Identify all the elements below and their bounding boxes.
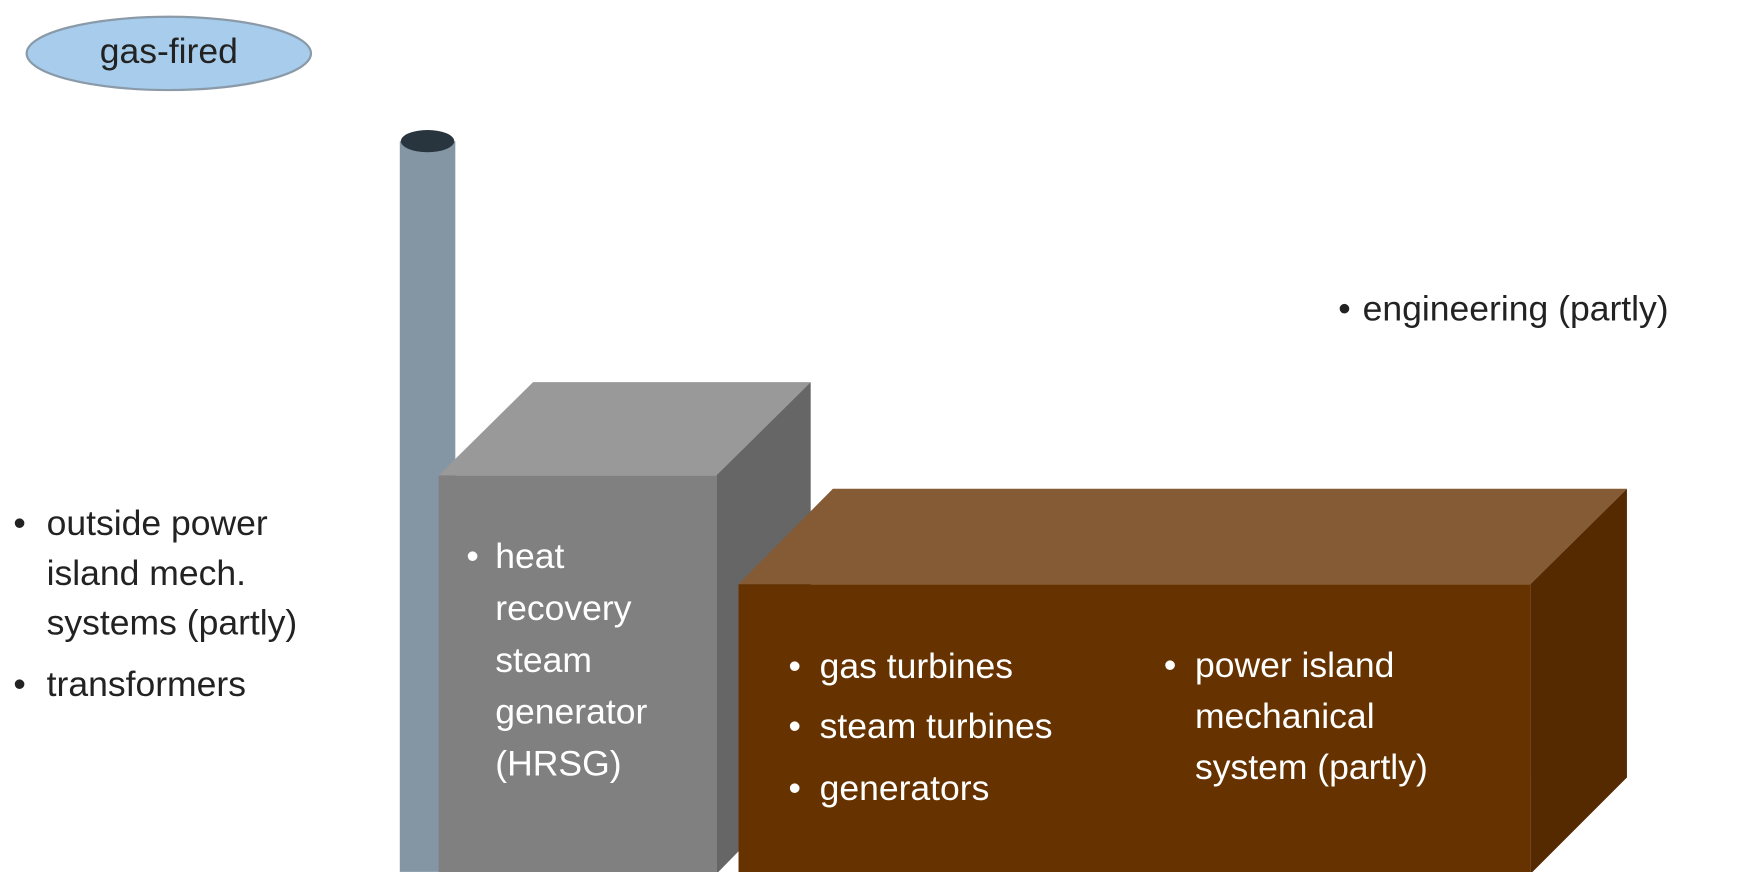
power-island-front bbox=[738, 584, 1531, 872]
list-item-text: engineering (partly) bbox=[1363, 288, 1669, 328]
bullet: • bbox=[1164, 645, 1176, 685]
bullet: • bbox=[788, 706, 800, 746]
list-item-text: island mech. bbox=[47, 553, 246, 593]
bullet: • bbox=[788, 646, 800, 686]
badge-shape bbox=[25, 15, 313, 92]
list-item-text: generator bbox=[495, 692, 647, 732]
list-item-text: mechanical bbox=[1195, 696, 1375, 736]
list-item-text: generators bbox=[820, 768, 990, 808]
list-item-text: steam turbines bbox=[820, 706, 1053, 746]
hrsg-front bbox=[438, 475, 717, 872]
list-item-text: outside power bbox=[47, 503, 268, 543]
bullet: • bbox=[13, 503, 25, 543]
bullet: • bbox=[1338, 288, 1350, 328]
list-item-text: system (partly) bbox=[1195, 747, 1428, 787]
list-item-text: steam bbox=[495, 640, 592, 680]
power-island-side bbox=[1530, 488, 1627, 872]
badge-label: gas-fired bbox=[100, 31, 238, 71]
list-item-text: systems (partly) bbox=[47, 603, 298, 643]
bullet: • bbox=[466, 536, 478, 576]
chimney-top bbox=[400, 130, 455, 153]
hrsg-top bbox=[438, 382, 811, 476]
list-item-text: (HRSG) bbox=[495, 744, 621, 784]
power-island-top bbox=[738, 488, 1627, 585]
list-item-text: power island bbox=[1195, 645, 1394, 685]
list-item-text: recovery bbox=[495, 588, 631, 628]
list-item-text: heat bbox=[495, 536, 564, 576]
list-item-text: transformers bbox=[47, 664, 246, 704]
bullet: • bbox=[788, 768, 800, 808]
list-item-text: gas turbines bbox=[820, 646, 1013, 686]
bullet: • bbox=[13, 664, 25, 704]
